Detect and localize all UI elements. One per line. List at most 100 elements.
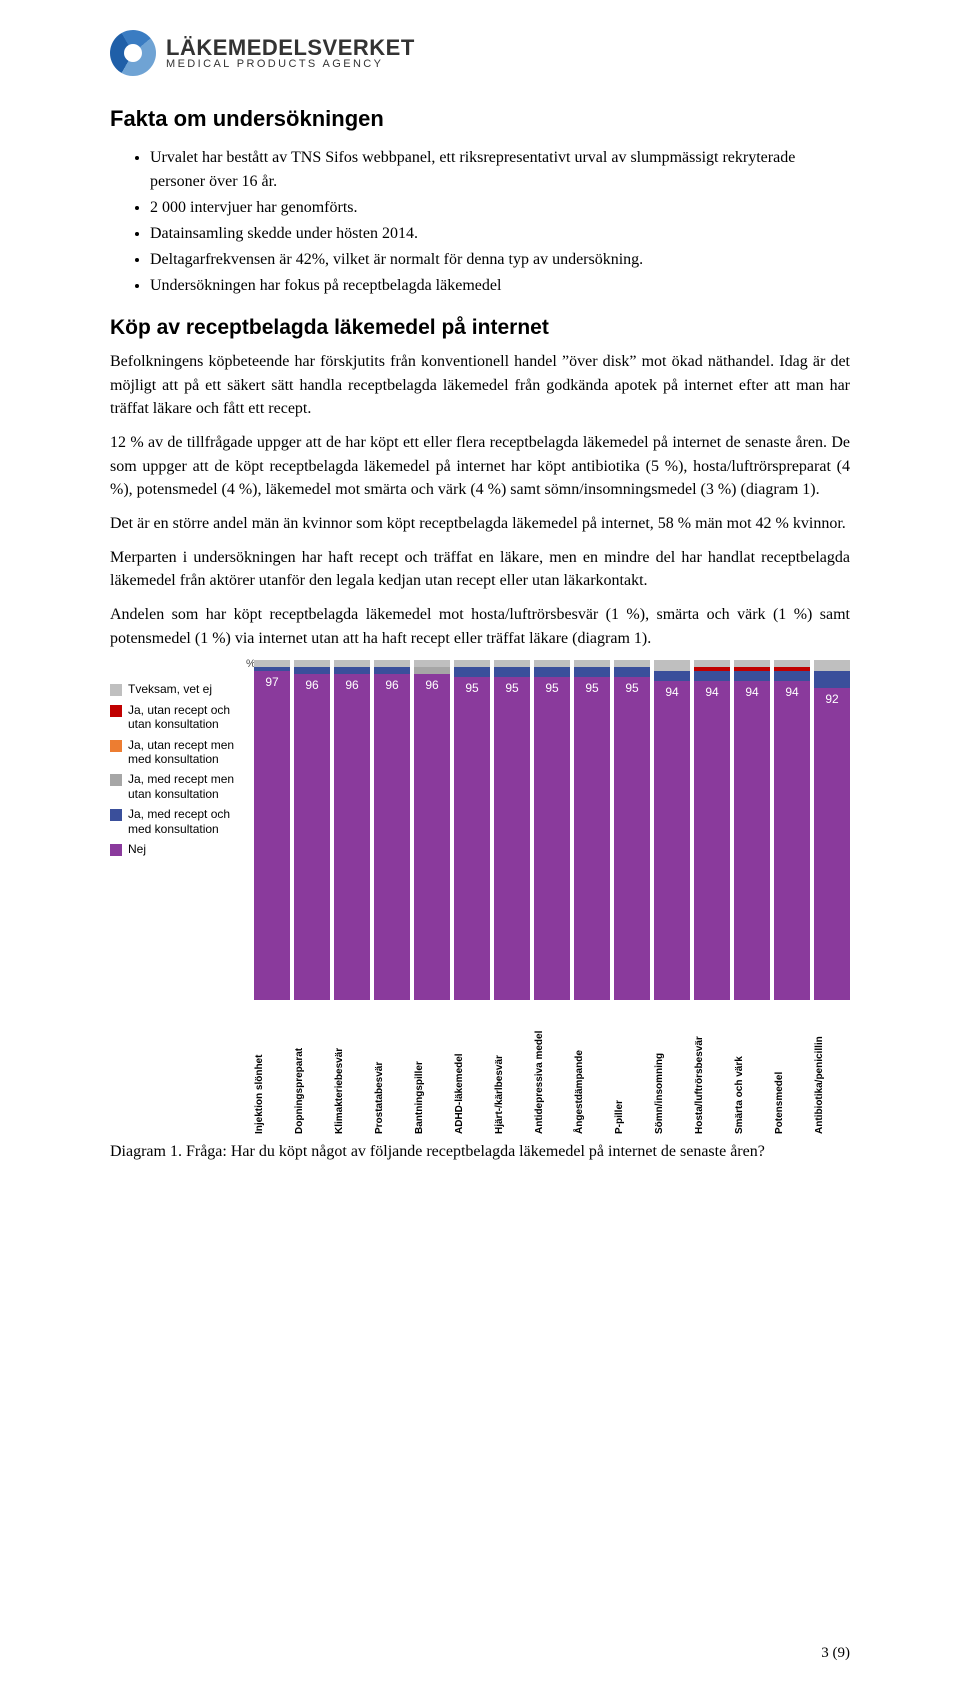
paragraph: Det är en större andel män än kvinnor so…: [110, 512, 850, 536]
bar-segment: [694, 681, 730, 1001]
bar-value-nej: 95: [534, 681, 570, 695]
x-axis-label: P-piller: [614, 1004, 650, 1134]
bar-segment: [454, 677, 490, 1000]
bar-segment: [614, 667, 650, 677]
legend-swatch: [110, 844, 122, 856]
bar-column: 103395: [534, 660, 570, 1000]
legend-item: Ja, utan recept och utan konsultation: [110, 703, 254, 732]
bar-column: 20296: [334, 660, 370, 1000]
bar-segment: [574, 667, 610, 677]
bar-column: 210394: [694, 660, 730, 1000]
chart-legend: Tveksam, vet ej Ja, utan recept och utan …: [110, 660, 254, 862]
bar-segment: [454, 667, 490, 677]
chart-bars: 2019720296202962029610296203952039510339…: [254, 660, 850, 1000]
bar-segment: [334, 674, 370, 1000]
bar-segment: [374, 674, 410, 1000]
bar-column: 210394: [774, 660, 810, 1000]
bar-column: 20395: [454, 660, 490, 1000]
legend-item: Ja, utan recept men med konsultation: [110, 738, 254, 767]
bar-segment: [414, 667, 450, 674]
bar-segment: [254, 671, 290, 1001]
bar-column: 20592: [814, 660, 850, 1000]
bullet-item: Datainsamling skedde under hösten 2014.: [150, 222, 850, 246]
legend-item: Nej: [110, 842, 254, 856]
bar-segment: [414, 674, 450, 1000]
bar-segment: [294, 674, 330, 1000]
bar-value-nej: 96: [374, 678, 410, 692]
bar-segment: [694, 667, 730, 670]
bar-segment: [774, 667, 810, 670]
legend-label: Ja, med recept och med konsultation: [128, 807, 254, 836]
bar-value-nej: 94: [654, 685, 690, 699]
chart-x-labels: Injektion slönhetDopningspreparatKlimakt…: [254, 1004, 850, 1134]
legend-label: Ja, utan recept men med konsultation: [128, 738, 254, 767]
x-axis-label: Potensmedel: [774, 1004, 810, 1134]
bar-value-nej: 94: [774, 685, 810, 699]
bar-column: 10296: [414, 660, 450, 1000]
bar-segment: [494, 677, 530, 1000]
bar-value-nej: 95: [454, 681, 490, 695]
legend-label: Ja, med recept men utan konsultation: [128, 772, 254, 801]
bar-segment: [494, 667, 530, 677]
legend-label: Ja, utan recept och utan konsultation: [128, 703, 254, 732]
bar-value-nej: 95: [614, 681, 650, 695]
bar-value-nej: 95: [494, 681, 530, 695]
bar-segment: [734, 667, 770, 670]
bar-segment: [614, 677, 650, 1000]
bar-column: 103395: [574, 660, 610, 1000]
page-number: 3 (9): [821, 1645, 850, 1662]
facts-bullets: Urvalet har bestått av TNS Sifos webbpan…: [110, 146, 850, 298]
x-axis-label: ADHD-läkemedel: [454, 1004, 490, 1134]
paragraph: 12 % av de tillfrågade uppger att de har…: [110, 431, 850, 502]
bar-value-nej: 94: [734, 685, 770, 699]
x-axis-label: Sömn/insomning: [654, 1004, 690, 1134]
bar-segment: [614, 660, 650, 667]
bullet-item: Undersökningen har fokus på receptbelagd…: [150, 274, 850, 298]
bar-value-nej: 96: [294, 678, 330, 692]
bar-column: 20296: [374, 660, 410, 1000]
bar-segment: [254, 660, 290, 667]
logo-line2: MEDICAL PRODUCTS AGENCY: [166, 59, 415, 70]
x-axis-label: Antidepressiva medel: [534, 1004, 570, 1134]
bar-segment: [294, 667, 330, 674]
bar-segment: [574, 677, 610, 1000]
x-axis-label: Dopningspreparat: [294, 1004, 330, 1134]
paragraph: Andelen som har köpt receptbelagda läkem…: [110, 603, 850, 650]
bar-column: 20394: [654, 660, 690, 1000]
bar-value-nej: 94: [694, 685, 730, 699]
heading-fakta: Fakta om undersökningen: [110, 106, 850, 132]
bar-segment: [774, 681, 810, 1001]
legend-item: Tveksam, vet ej: [110, 682, 254, 696]
legend-swatch: [110, 774, 122, 786]
legend-swatch: [110, 684, 122, 696]
bullet-item: 2 000 intervjuer har genomförts.: [150, 196, 850, 220]
x-axis-label: Smärta och värk: [734, 1004, 770, 1134]
bar-segment: [334, 667, 370, 674]
legend-item: Ja, med recept men utan konsultation: [110, 772, 254, 801]
bar-segment: [814, 688, 850, 1001]
bar-value-nej: 97: [254, 675, 290, 689]
logo-line1: LÄKEMEDELSVERKET: [166, 37, 415, 59]
bar-segment: [494, 660, 530, 667]
paragraph: Merparten i undersökningen har haft rece…: [110, 546, 850, 593]
bar-value-nej: 96: [414, 678, 450, 692]
x-axis-label: Bantningspiller: [414, 1004, 450, 1134]
bar-segment: [294, 660, 330, 667]
bar-segment: [454, 660, 490, 667]
bar-segment: [654, 671, 690, 681]
legend-swatch: [110, 705, 122, 717]
bar-segment: [254, 667, 290, 670]
bar-column: 20395: [494, 660, 530, 1000]
bar-segment: [734, 671, 770, 681]
logo-icon: [110, 30, 156, 76]
bar-column: 20296: [294, 660, 330, 1000]
x-axis-label: Hjärt-/kärlbesvär: [494, 1004, 530, 1134]
legend-item: Ja, med recept och med konsultation: [110, 807, 254, 836]
bar-segment: [774, 671, 810, 681]
chart-caption: Diagram 1. Fråga: Har du köpt något av f…: [110, 1140, 850, 1164]
bar-segment: [654, 660, 690, 670]
bar-segment: [814, 660, 850, 670]
bar-value-nej: 92: [814, 692, 850, 706]
x-axis-label: Antibiotika/penicillin: [814, 1004, 850, 1134]
bar-segment: [574, 660, 610, 667]
